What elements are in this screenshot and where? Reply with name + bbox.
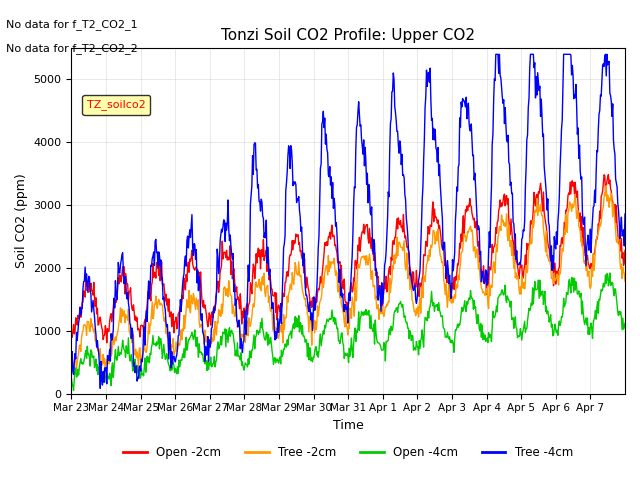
Open -2cm [133, 315, 141, 321]
Legend: Open -2cm, Tree -2cm, Open -4cm, Tree -4cm: Open -2cm, Tree -2cm, Open -4cm, Tree -4… [118, 441, 578, 464]
Open -4cm [262, 329, 270, 335]
Tree -2cm [234, 321, 242, 326]
Text: No data for f_T2_CO2_1: No data for f_T2_CO2_1 [6, 19, 138, 30]
Tree -4cm [68, 362, 76, 368]
X-axis label: Time: Time [333, 419, 364, 432]
Tree -2cm [283, 312, 291, 318]
Open -2cm [621, 248, 629, 253]
Line: Tree -4cm: Tree -4cm [72, 54, 625, 388]
Open -4cm [68, 375, 76, 381]
Tree -4cm [492, 51, 500, 57]
Open -2cm [437, 234, 445, 240]
Tree -4cm [235, 317, 243, 323]
Open -4cm [406, 328, 413, 334]
Open -2cm [262, 247, 270, 253]
Open -2cm [235, 299, 243, 304]
Open -4cm [437, 313, 445, 319]
Open -4cm [70, 387, 77, 393]
Open -4cm [621, 320, 629, 326]
Open -4cm [235, 354, 243, 360]
Tree -2cm [621, 278, 629, 284]
Tree -4cm [621, 211, 629, 217]
Y-axis label: Soil CO2 (ppm): Soil CO2 (ppm) [15, 173, 28, 268]
Line: Open -4cm: Open -4cm [72, 273, 625, 390]
Tree -2cm [405, 268, 413, 274]
Open -4cm [606, 270, 614, 276]
Tree -4cm [133, 378, 141, 384]
Open -2cm [406, 265, 413, 271]
Line: Tree -2cm: Tree -2cm [72, 186, 625, 375]
Tree -2cm [132, 355, 140, 360]
Tree -4cm [262, 217, 270, 223]
Tree -4cm [284, 169, 291, 175]
Open -4cm [284, 337, 291, 343]
Text: No data for f_T2_CO2_2: No data for f_T2_CO2_2 [6, 43, 138, 54]
Tree -4cm [437, 194, 445, 200]
Tree -4cm [97, 385, 104, 391]
Tree -2cm [436, 252, 444, 258]
Open -2cm [605, 172, 612, 178]
Tree -2cm [262, 294, 269, 300]
Line: Open -2cm: Open -2cm [72, 175, 625, 343]
Open -2cm [103, 340, 111, 346]
Open -4cm [133, 363, 141, 369]
Tree -2cm [68, 372, 76, 378]
Title: Tonzi Soil CO2 Profile: Upper CO2: Tonzi Soil CO2 Profile: Upper CO2 [221, 28, 476, 43]
Open -2cm [68, 331, 76, 337]
Tree -2cm [602, 183, 610, 189]
Open -2cm [284, 269, 291, 275]
Tree -4cm [406, 272, 413, 278]
